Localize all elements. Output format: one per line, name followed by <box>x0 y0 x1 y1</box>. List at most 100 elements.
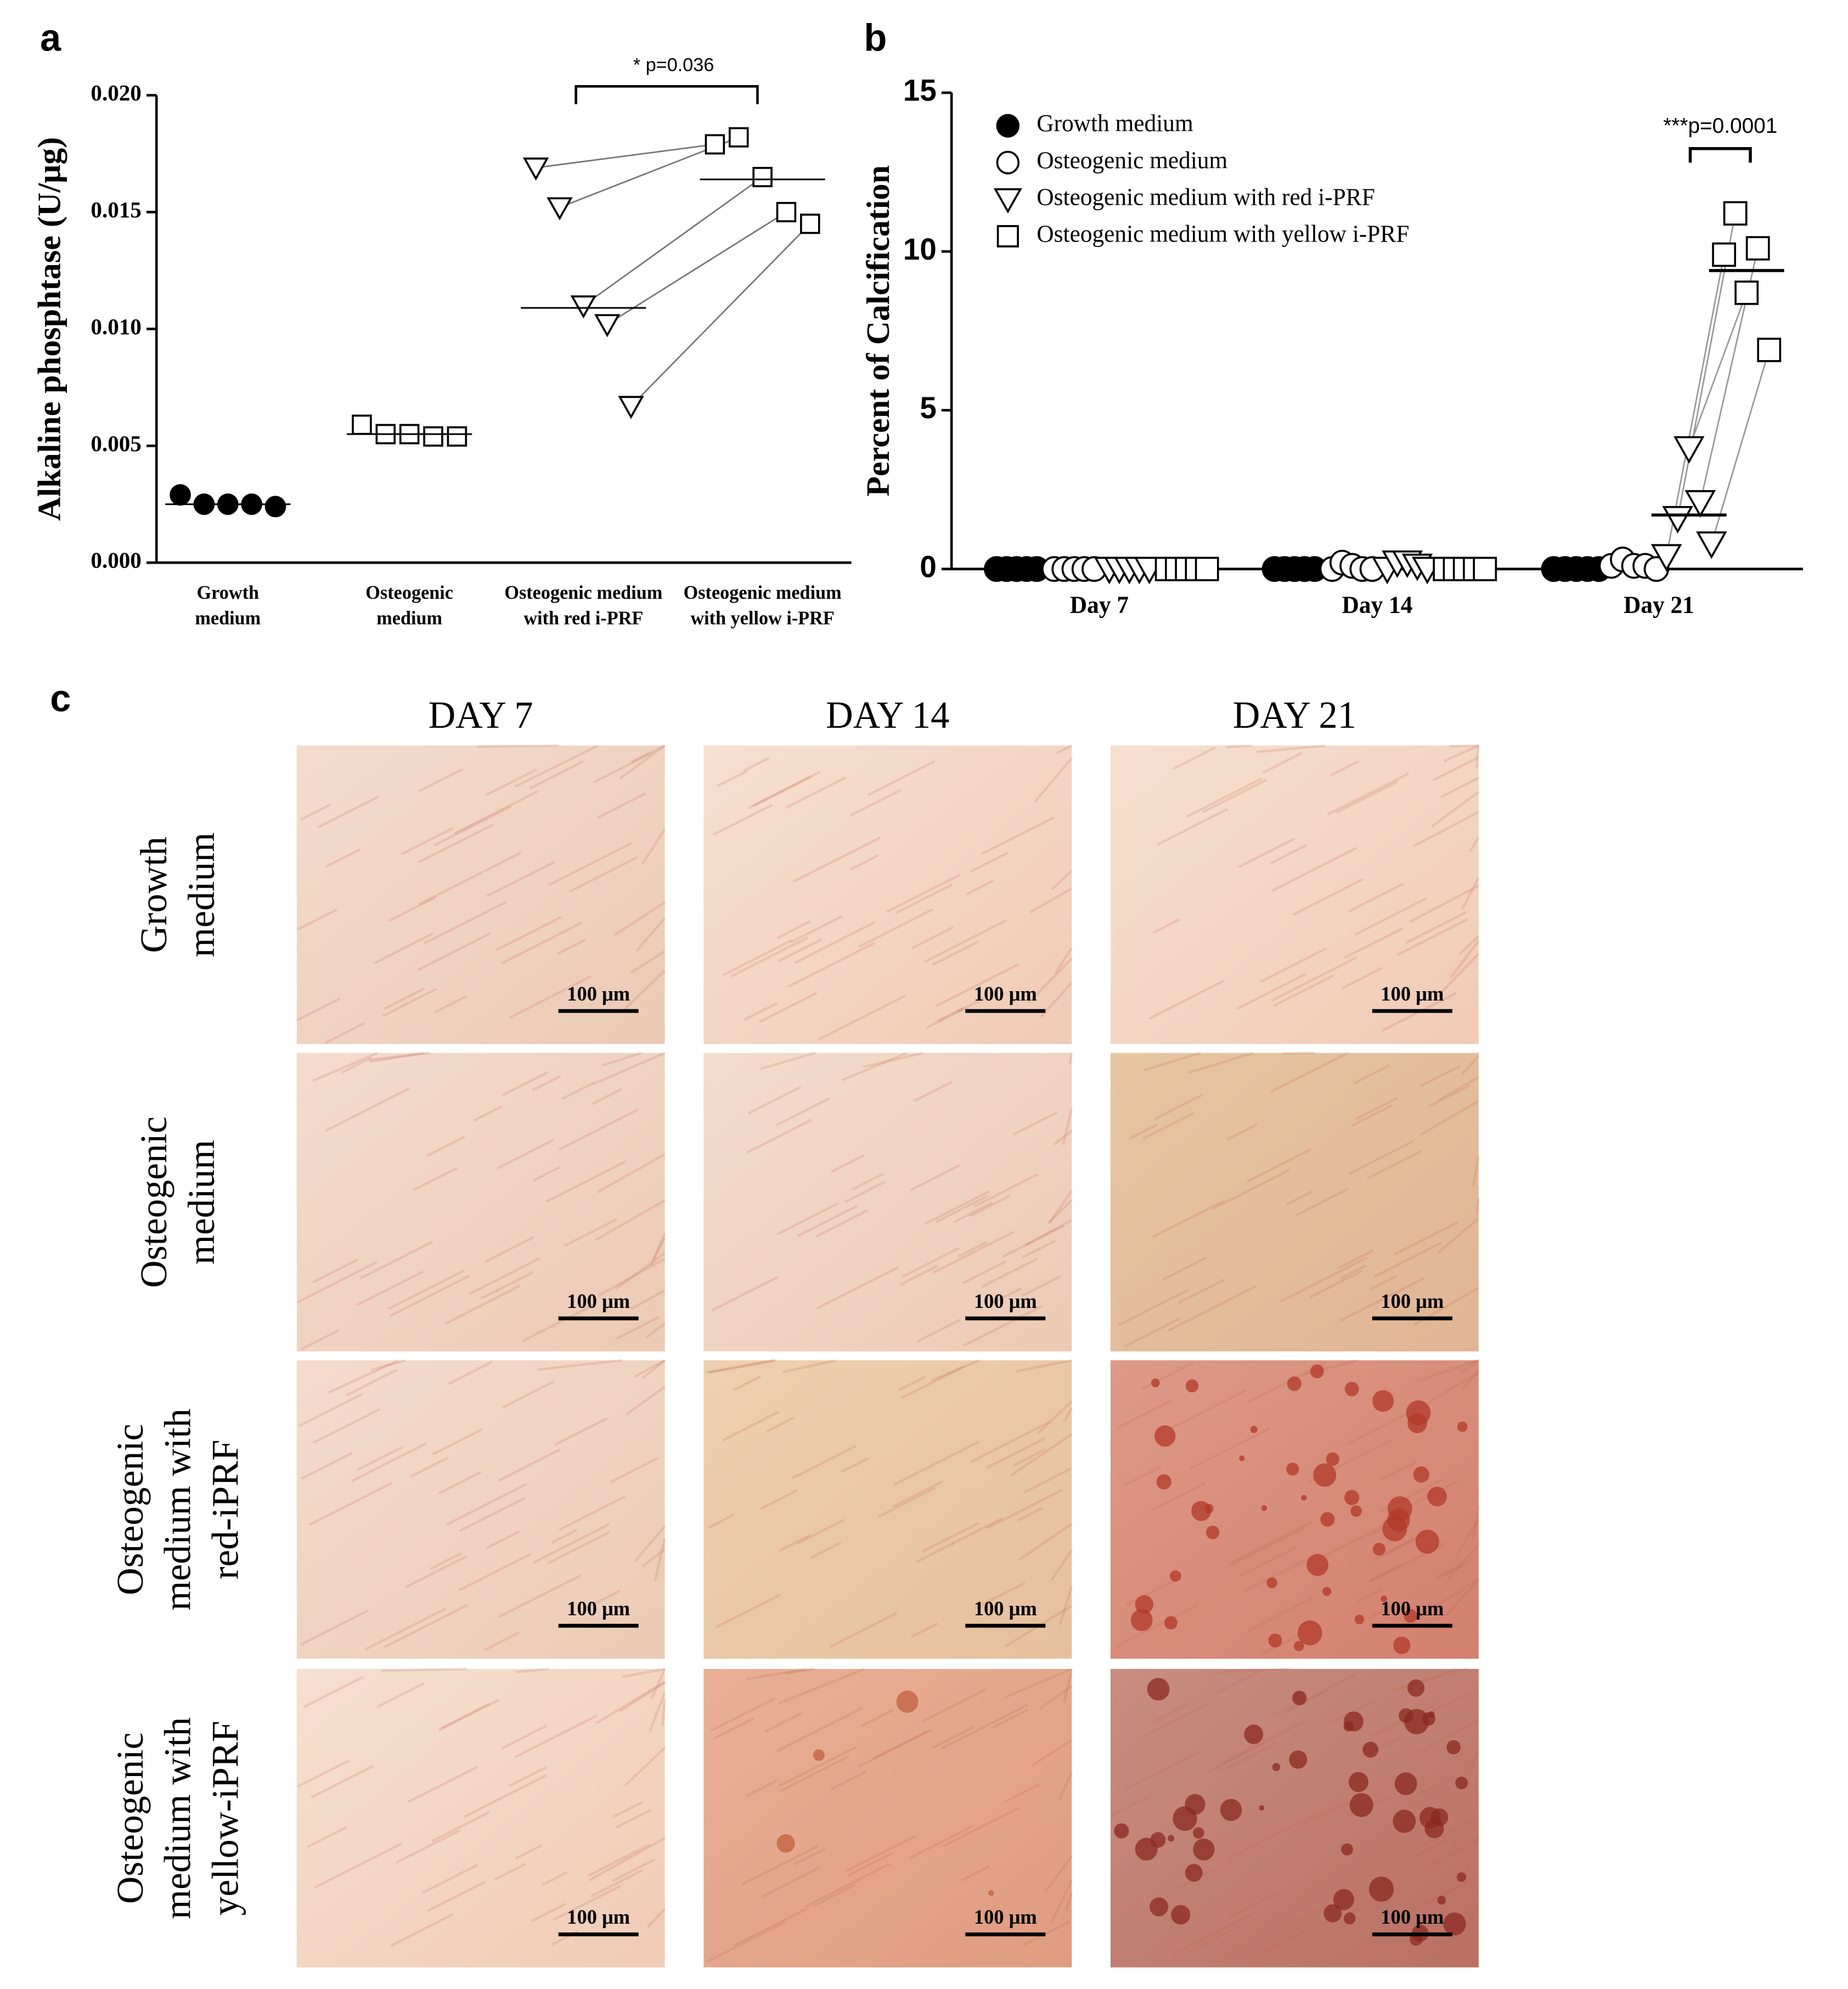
cell-streak <box>646 1908 666 1928</box>
nodule <box>1205 1525 1220 1539</box>
cell-streak <box>1437 1217 1480 1254</box>
cell-streak <box>1461 1055 1480 1076</box>
nodule <box>1333 1889 1354 1911</box>
cell-streak <box>653 1538 666 1582</box>
nodule <box>1322 1587 1332 1596</box>
nodule <box>1259 1805 1265 1811</box>
cell-streak <box>650 1668 666 1700</box>
cell-streak <box>369 1052 425 1063</box>
cell-streak <box>841 1457 869 1473</box>
cell-streak <box>430 1552 462 1570</box>
cell-streak <box>962 1260 1007 1285</box>
cell-streak <box>433 995 467 1014</box>
cell-streak <box>921 1522 979 1553</box>
cell-streak <box>722 939 793 976</box>
row-label: Osteogenic <box>109 1424 150 1595</box>
cell-streak <box>1434 1557 1474 1579</box>
cell-streak <box>634 1359 666 1378</box>
cell-streak <box>497 1448 561 1482</box>
cell-streak <box>815 1209 869 1238</box>
scale-bar-label: 100 μm <box>974 982 1037 1005</box>
cell-streak <box>390 1913 454 1947</box>
cell-streak <box>1239 1546 1297 1577</box>
cell-streak <box>748 775 812 810</box>
cell-streak <box>1142 1703 1209 1738</box>
nodule <box>1326 1452 1340 1466</box>
cell-streak <box>886 873 961 913</box>
cell-streak <box>486 860 556 898</box>
cell-streak <box>1396 918 1468 957</box>
cell-streak <box>1012 1448 1046 1467</box>
cell-streak <box>501 1724 548 1750</box>
cell-streak <box>568 856 639 893</box>
micrograph: 100 μm <box>703 1667 1073 1968</box>
micrograph-bg <box>296 1668 665 1968</box>
cell-streak <box>847 1852 893 1877</box>
legend-marker <box>993 188 1022 214</box>
cell-streak <box>1470 1750 1480 1769</box>
cell-streak <box>610 1457 659 1484</box>
cell-streak <box>389 1274 470 1317</box>
cell-streak <box>1154 1093 1203 1121</box>
cell-streak <box>1475 1198 1480 1215</box>
nodule <box>1244 1724 1264 1744</box>
legend-label: Growth medium <box>1036 110 1193 137</box>
nodule <box>1306 1554 1328 1576</box>
cell-streak <box>438 1471 482 1495</box>
nodule <box>1171 1904 1191 1925</box>
cell-streak <box>991 1708 1029 1729</box>
cell-streak <box>1374 1735 1403 1752</box>
cell-streak <box>595 1199 666 1241</box>
micrograph-bg <box>1110 1053 1479 1352</box>
cell-streak <box>860 1709 894 1728</box>
cell-streak <box>849 854 880 871</box>
cell-streak <box>1370 1274 1398 1290</box>
cell-streak <box>966 879 994 896</box>
cell-streak <box>935 1194 989 1224</box>
cell-streak <box>1262 751 1303 774</box>
cell-streak <box>1432 1372 1479 1401</box>
cell-streak <box>1274 1673 1356 1717</box>
cell-streak <box>649 1692 666 1732</box>
x-tick-label: with red i-PRF <box>523 608 643 628</box>
nodule <box>1185 1379 1199 1393</box>
cell-streak <box>364 1607 447 1651</box>
cell-streak <box>1443 744 1479 763</box>
cell-streak <box>1029 887 1073 914</box>
cell-streak <box>548 1531 610 1565</box>
cell-streak <box>652 1237 666 1260</box>
cell-streak <box>1017 1507 1044 1522</box>
cell-streak <box>901 1366 965 1400</box>
cell-streak <box>553 1885 621 1921</box>
cell-streak <box>596 792 647 819</box>
cell-streak <box>892 1480 943 1508</box>
cell-streak <box>1230 1890 1279 1917</box>
cell-streak <box>1280 1256 1368 1303</box>
cell-streak <box>433 805 512 847</box>
cell-streak <box>515 1667 549 1674</box>
cell-streak <box>616 1316 660 1340</box>
cell-streak <box>1355 897 1427 936</box>
cell-streak <box>550 1529 578 1544</box>
cell-streak <box>463 1774 548 1818</box>
cell-streak <box>1454 1518 1480 1559</box>
point <box>1696 531 1727 559</box>
cell-streak <box>1419 1099 1479 1137</box>
y-axis-title: Percent of Calcification <box>860 165 896 497</box>
nodule <box>1313 1463 1337 1487</box>
cell-streak <box>448 1360 493 1385</box>
cell-streak <box>454 790 539 835</box>
cell-streak <box>1472 1505 1480 1538</box>
nodule <box>1362 1741 1379 1758</box>
cell-streak <box>561 1081 595 1100</box>
cell-streak <box>622 1667 666 1678</box>
cell-streak <box>645 1322 666 1339</box>
cell-streak <box>1177 1278 1225 1305</box>
cell-streak <box>747 1086 802 1115</box>
cell-streak <box>300 1609 369 1646</box>
row-label: medium <box>181 1140 222 1265</box>
cell-streak <box>782 1359 837 1374</box>
cell-streak <box>303 1675 364 1709</box>
cell-streak <box>805 1862 891 1908</box>
cell-streak <box>706 1359 775 1374</box>
